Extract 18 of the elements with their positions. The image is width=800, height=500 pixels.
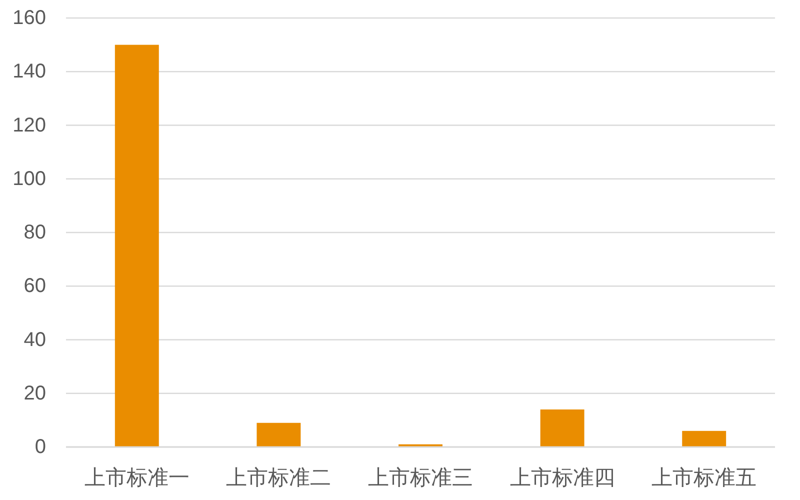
x-tick-label: 上市标准四 <box>510 466 615 490</box>
y-tick-label: 160 <box>12 7 46 29</box>
y-tick-label: 120 <box>12 114 46 136</box>
y-tick-label: 40 <box>24 328 46 351</box>
bar <box>256 422 301 447</box>
x-tick-label: 上市标准一 <box>84 466 190 490</box>
y-tick-label: 100 <box>12 168 46 190</box>
y-tick-label: 80 <box>24 222 46 244</box>
x-tick-label: 上市标准三 <box>368 466 473 490</box>
x-tick-label: 上市标准五 <box>652 466 757 490</box>
bar <box>682 430 726 447</box>
y-tick-label: 140 <box>12 60 46 83</box>
y-tick-label: 0 <box>34 436 46 458</box>
bar <box>540 409 584 447</box>
bar <box>114 44 159 447</box>
y-tick-label: 60 <box>24 275 46 298</box>
x-tick-label: 上市标准二 <box>226 466 332 490</box>
y-tick-label: 20 <box>24 382 46 404</box>
